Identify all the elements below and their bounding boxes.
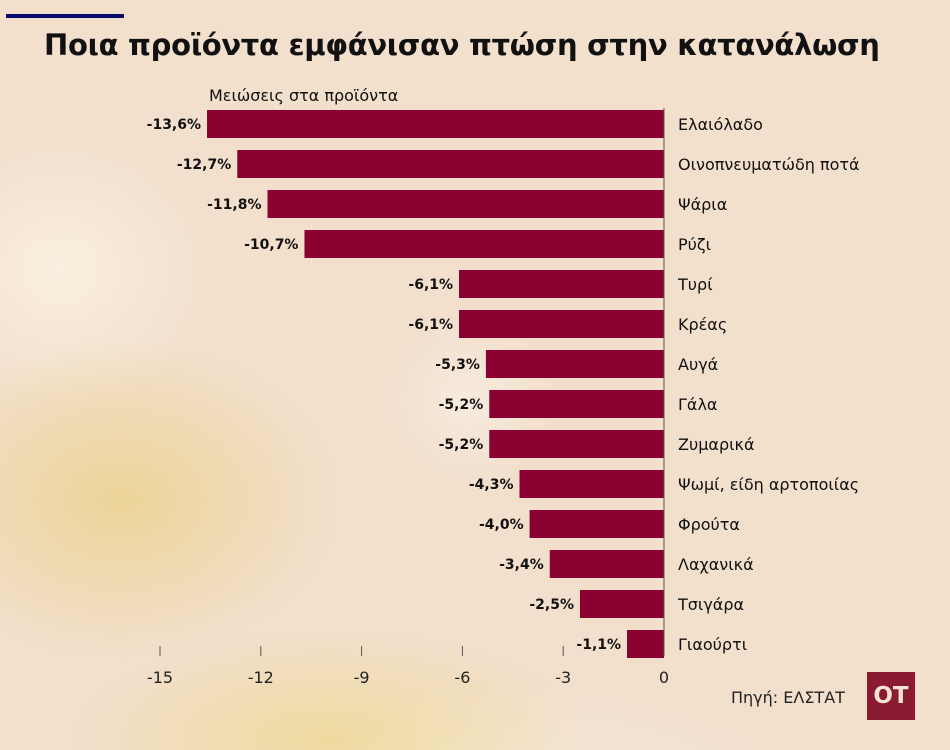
category-label: Οινοπνευματώδη ποτά: [678, 155, 860, 174]
chart-title: Ποια προϊόντα εμφάνισαν πτώση στην καταν…: [44, 28, 880, 62]
bar: [549, 550, 664, 578]
x-tick-label: -12: [248, 668, 274, 687]
value-label: -5,3%: [435, 357, 480, 373]
bar: [485, 350, 664, 378]
bar: [207, 110, 665, 138]
category-label: Ψωμί, είδη αρτοποιίας: [678, 475, 859, 494]
value-label: -6,1%: [408, 277, 453, 293]
bar: [489, 390, 664, 418]
value-label: -6,1%: [408, 317, 453, 333]
value-label: -13,6%: [147, 117, 201, 133]
category-label: Ψάρια: [678, 195, 727, 214]
category-label: Τσιγάρα: [677, 595, 744, 614]
bar: [519, 470, 664, 498]
value-label: -12,7%: [177, 157, 231, 173]
value-label: -1,1%: [576, 637, 621, 653]
category-label: Τυρί: [677, 275, 713, 294]
category-label: Κρέας: [678, 315, 727, 334]
value-label: -10,7%: [244, 237, 298, 253]
category-label: Αυγά: [678, 355, 718, 374]
category-label: Ρύζι: [678, 235, 711, 254]
category-label: Φρούτα: [678, 515, 740, 534]
category-label: Γάλα: [678, 395, 717, 414]
x-tick-label: 0: [659, 668, 669, 687]
ot-logo: OT: [867, 672, 915, 720]
chart-subtitle: Μειώσεις στα προϊόντα: [209, 86, 399, 105]
source-label: Πηγή: ΕΛΣΤΑΤ: [731, 688, 845, 707]
x-tick-label: -15: [147, 668, 173, 687]
value-label: -5,2%: [439, 397, 484, 413]
bar: [459, 270, 664, 298]
bar: [304, 230, 664, 258]
value-label: -2,5%: [529, 597, 574, 613]
category-label: Λαχανικά: [678, 555, 754, 574]
bar: [529, 510, 664, 538]
bar: [459, 310, 664, 338]
value-label: -11,8%: [207, 197, 261, 213]
value-label: -5,2%: [439, 437, 484, 453]
value-label: -3,4%: [499, 557, 544, 573]
bar: [627, 630, 664, 658]
bar: [237, 150, 664, 178]
bar: [267, 190, 664, 218]
value-label: -4,0%: [479, 517, 524, 533]
category-label: Ελαιόλαδο: [678, 115, 763, 134]
accent-line: [6, 14, 124, 18]
category-label: Γιαούρτι: [678, 635, 747, 654]
x-tick-label: -9: [354, 668, 370, 687]
bar: [580, 590, 664, 618]
x-tick-label: -3: [555, 668, 571, 687]
x-tick-label: -6: [454, 668, 470, 687]
value-label: -4,3%: [469, 477, 514, 493]
bar: [489, 430, 664, 458]
category-label: Ζυμαρικά: [678, 435, 755, 454]
